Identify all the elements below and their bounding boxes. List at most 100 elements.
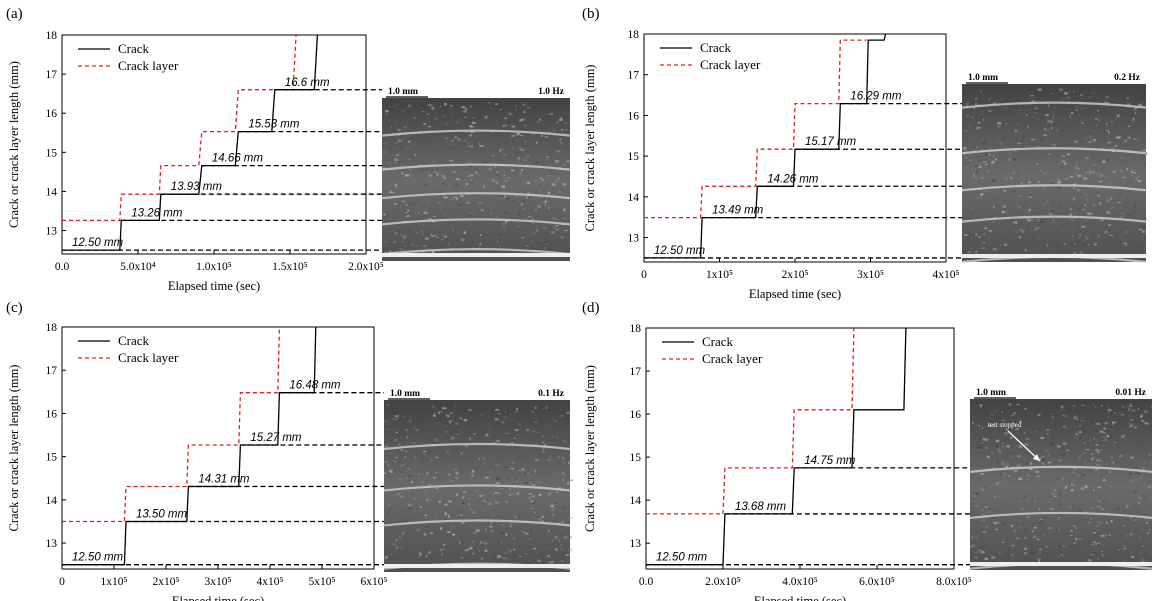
micrograph-texture xyxy=(1073,252,1077,255)
specimen-edge xyxy=(970,562,1152,566)
micrograph-texture xyxy=(1142,114,1145,117)
micrograph-texture xyxy=(980,473,984,475)
micrograph-texture xyxy=(1092,163,1096,166)
micrograph-texture xyxy=(971,544,975,547)
micrograph-texture xyxy=(978,404,983,406)
micrograph-texture xyxy=(1028,208,1031,212)
micrograph-texture xyxy=(986,455,990,459)
micrograph-texture xyxy=(564,229,568,232)
micrograph-texture xyxy=(975,178,977,181)
micrograph-texture xyxy=(1140,558,1145,561)
micrograph-texture xyxy=(470,181,474,184)
micrograph-texture xyxy=(1128,410,1132,412)
micrograph-texture xyxy=(556,150,561,153)
micrograph-texture xyxy=(1030,219,1034,221)
micrograph-texture xyxy=(445,184,448,186)
micrograph-texture xyxy=(1006,144,1008,146)
micrograph-texture xyxy=(389,470,391,473)
micrograph-texture xyxy=(394,183,397,187)
y-axis-label: Crack or crack layer length (mm) xyxy=(583,65,597,232)
micrograph-texture xyxy=(401,139,405,142)
micrograph-texture xyxy=(448,186,450,190)
micrograph-texture xyxy=(542,435,544,438)
micrograph xyxy=(969,385,1152,570)
micrograph-texture xyxy=(454,405,457,408)
micrograph-texture xyxy=(1039,139,1043,141)
micrograph-texture xyxy=(1003,522,1007,526)
micrograph-texture xyxy=(474,490,479,492)
micrograph-texture xyxy=(562,217,566,219)
micrograph-texture xyxy=(1096,464,1100,466)
micrograph-texture xyxy=(1100,146,1104,148)
x-tick-label: 6.0x10⁵ xyxy=(859,576,895,588)
x-tick-label: 1.0x10⁵ xyxy=(196,261,232,273)
micrograph-texture xyxy=(988,230,992,232)
micrograph-texture xyxy=(1080,94,1083,96)
micrograph-texture xyxy=(547,547,551,549)
micrograph-texture xyxy=(389,193,391,195)
micrograph-texture xyxy=(1100,501,1103,503)
micrograph-texture xyxy=(1122,406,1125,408)
micrograph-texture xyxy=(1007,555,1008,557)
micrograph-texture xyxy=(1119,177,1124,181)
micrograph-texture xyxy=(1093,138,1097,142)
micrograph-texture xyxy=(1110,197,1113,200)
micrograph-texture xyxy=(391,543,393,545)
micrograph-texture xyxy=(568,461,572,464)
micrograph-texture xyxy=(445,198,448,201)
micrograph-texture xyxy=(1091,92,1095,95)
micrograph-texture xyxy=(430,233,432,236)
micrograph-texture xyxy=(529,507,534,510)
micrograph-texture xyxy=(1133,519,1138,521)
micrograph-texture xyxy=(1127,103,1132,105)
micrograph-texture xyxy=(980,505,982,507)
micrograph-texture xyxy=(1000,541,1003,543)
micrograph-texture xyxy=(1064,162,1067,165)
micrograph-texture xyxy=(1117,192,1122,195)
micrograph-texture xyxy=(1137,472,1142,475)
micrograph-texture xyxy=(535,141,538,144)
micrograph-texture xyxy=(514,477,517,479)
micrograph-texture xyxy=(491,155,493,157)
micrograph-texture xyxy=(1002,472,1006,475)
micrograph-texture xyxy=(461,521,465,524)
micrograph-texture xyxy=(1059,432,1062,434)
micrograph-texture xyxy=(972,404,976,406)
micrograph-texture xyxy=(480,413,484,416)
micrograph-texture xyxy=(1058,231,1061,234)
micrograph-texture xyxy=(513,437,516,440)
micrograph-texture xyxy=(447,531,451,533)
micrograph-texture xyxy=(390,126,393,128)
micrograph-texture xyxy=(1122,141,1125,143)
micrograph-texture xyxy=(428,551,431,554)
panel-label: (c) xyxy=(6,300,23,316)
micrograph-texture xyxy=(516,492,520,495)
micrograph-texture xyxy=(1087,521,1092,524)
micrograph-texture xyxy=(549,561,554,564)
micrograph-texture xyxy=(433,414,436,417)
micrograph-texture xyxy=(461,502,465,504)
micrograph-texture xyxy=(1005,466,1008,469)
micrograph-texture xyxy=(407,214,410,217)
micrograph-texture xyxy=(1141,511,1145,513)
micrograph-texture xyxy=(480,209,484,211)
micrograph-texture xyxy=(516,480,519,483)
micrograph-texture xyxy=(561,472,565,475)
micrograph-texture xyxy=(442,195,446,197)
micrograph-texture xyxy=(1028,196,1033,199)
micrograph-texture xyxy=(982,176,984,179)
micrograph-texture xyxy=(1133,91,1138,94)
micrograph-texture xyxy=(431,459,433,462)
micrograph-texture xyxy=(566,562,570,565)
micrograph-texture xyxy=(510,468,514,470)
micrograph-texture xyxy=(1034,477,1038,479)
micrograph-texture xyxy=(483,542,488,545)
micrograph-texture xyxy=(1105,121,1110,123)
micrograph-texture xyxy=(1048,205,1050,208)
micrograph-texture xyxy=(1066,203,1068,205)
micrograph-texture xyxy=(465,229,467,232)
micrograph-texture xyxy=(487,115,490,117)
micrograph-texture xyxy=(1094,243,1097,246)
micrograph-texture xyxy=(1061,477,1064,480)
micrograph-texture xyxy=(1129,472,1132,476)
